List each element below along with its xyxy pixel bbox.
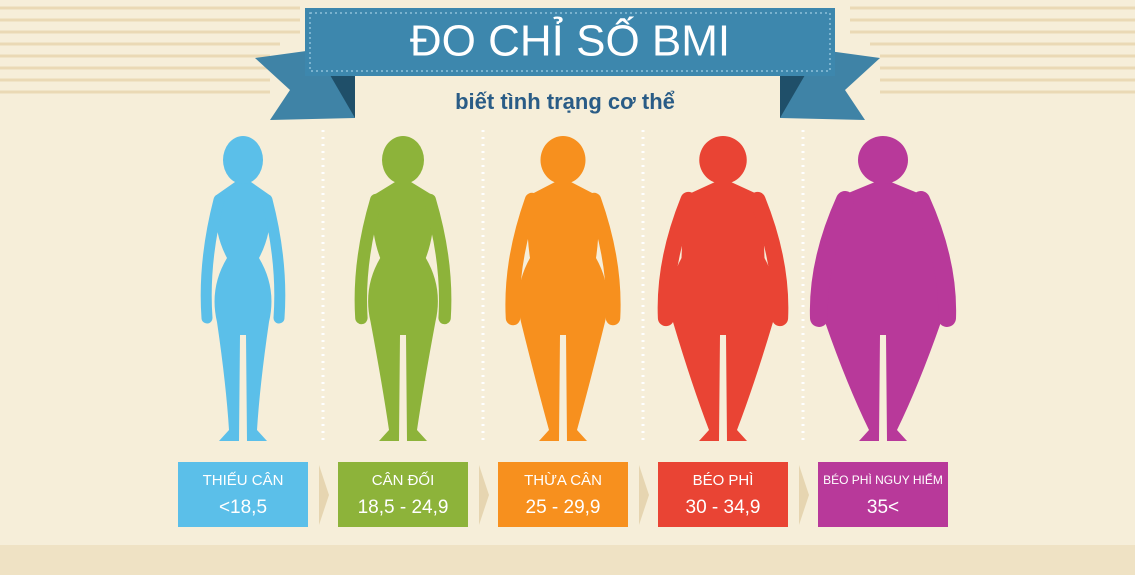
figure-arm [423,193,452,325]
figure-head [699,136,747,184]
category-range: 35< [867,497,899,518]
category-range: <18,5 [219,497,267,518]
figure-arm [505,192,540,326]
category-range: 25 - 29,9 [526,497,601,518]
figure-arm [261,194,286,324]
figure-arm [749,191,789,327]
figure-body [214,182,272,441]
subtitle: biết tình trạng cơ thể [455,89,675,114]
arrow [479,465,489,525]
category-label: THỪA CÂN [524,472,602,489]
figure-head [382,136,424,184]
arrow [639,465,649,525]
figure-head [540,136,586,184]
figure-body [368,182,438,441]
category-box [338,462,468,527]
figure-head [223,136,263,184]
categories: THIẾU CÂN <18,5 CÂN ĐỐI 18,5 - 24,9 THỪA CÂN… [178,130,957,527]
figure-arm [809,191,854,327]
title: ĐO CHỈ SỐ BMI [410,15,730,66]
figure-arm [657,191,697,327]
category-label: CÂN ĐỐI [372,471,435,489]
category-box [498,462,628,527]
category-box [658,462,788,527]
ribbon [255,8,880,120]
category-box [178,462,308,527]
figure-body [670,182,776,441]
figure-arm [586,192,621,326]
bottom-band [0,545,1135,575]
figure-body [518,182,608,441]
figure-head [858,136,908,184]
figure-arm [354,193,383,325]
category-box [818,462,948,527]
figure-arm [200,194,225,324]
category-range: 30 - 34,9 [686,497,761,518]
arrow [799,465,809,525]
category-label: BÉO PHÌ NGUY HIỂM [823,472,943,487]
arrow [319,465,329,525]
top-stripes [0,6,1135,94]
figure-body [822,182,944,441]
category-label: THIẾU CÂN [203,472,284,489]
figure-arm [912,191,957,327]
category-range: 18,5 - 24,9 [358,497,449,518]
category-label: BÉO PHÌ [693,472,754,489]
